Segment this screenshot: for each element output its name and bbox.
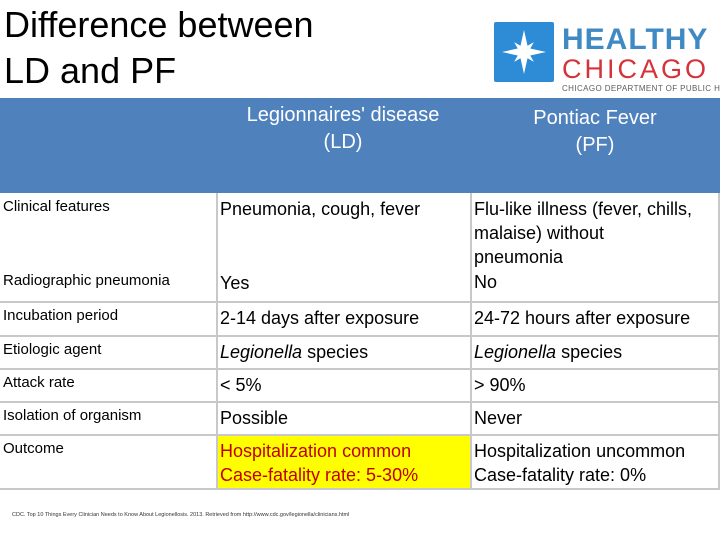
slide-title: Difference between LD and PF — [4, 2, 314, 94]
header-pf: Pontiac Fever (PF) — [470, 98, 720, 193]
logo-word-chicago: CHICAGO — [562, 54, 710, 84]
row-divider — [0, 301, 720, 303]
title-line-2: LD and PF — [4, 50, 177, 91]
ld-outcome-line-1: Hospitalization common — [220, 441, 412, 461]
row-divider — [0, 401, 720, 403]
row-label-etiologic-agent: Etiologic agent — [0, 336, 216, 369]
citation-footer: CDC. Top 10 Things Every Clinician Needs… — [12, 512, 350, 518]
title-line-1: Difference between — [4, 4, 314, 45]
row-label-radiographic-pneumonia: Radiographic pneumonia — [0, 267, 216, 300]
row-label-clinical-features: Clinical features — [0, 193, 216, 267]
column-divider — [216, 193, 218, 490]
column-divider — [718, 193, 720, 490]
row-label-attack-rate: Attack rate — [0, 369, 216, 402]
pf-clinical-line-2: malaise) without — [474, 223, 605, 243]
header-ld-line-1: Legionnaires' disease — [246, 104, 440, 126]
pf-agent-rest: species — [556, 342, 623, 362]
pf-radiographic-pneumonia: No — [470, 267, 720, 300]
ld-isolation-of-organism: Possible — [216, 402, 470, 435]
column-divider — [470, 193, 472, 490]
pf-attack-rate: > 90% — [470, 369, 720, 402]
header-ld-line-2: (LD) — [323, 131, 363, 153]
ld-outcome: Hospitalization common Case-fatality rat… — [216, 435, 470, 488]
row-label-outcome: Outcome — [0, 435, 216, 490]
pf-etiologic-agent: Legionella species — [470, 336, 720, 369]
row-divider — [0, 434, 720, 436]
row-label-isolation-of-organism: Isolation of organism — [0, 402, 216, 435]
pf-agent-genus: Legionella — [474, 342, 557, 362]
row-divider — [0, 335, 720, 337]
row-divider — [0, 368, 720, 370]
pf-outcome-line-1: Hospitalization uncommon — [474, 441, 686, 461]
ld-incubation-period: 2-14 days after exposure — [216, 302, 470, 335]
star-icon — [494, 22, 554, 82]
pf-clinical-features: Flu-like illness (fever, chills, malaise… — [470, 193, 720, 267]
ld-agent-rest: species — [302, 342, 369, 362]
pf-clinical-line-3: pneumonia — [474, 247, 564, 267]
pf-clinical-line-1: Flu-like illness (fever, chills, — [474, 199, 693, 219]
ld-radiographic-pneumonia: Yes — [216, 267, 470, 300]
header-ld: Legionnaires' disease (LD) — [216, 98, 470, 193]
header-pf-line-1: Pontiac Fever — [533, 107, 657, 129]
logo-word-healthy: HEALTHY — [562, 23, 709, 56]
ld-outcome-line-2: Case-fatality rate: 5-30% — [220, 465, 419, 485]
healthy-chicago-logo: HEALTHY CHICAGO CHICAGO DEPARTMENT OF PU… — [494, 20, 720, 96]
comparison-table: Legionnaires' disease (LD) Pontiac Fever… — [0, 98, 720, 490]
logo-subtitle: CHICAGO DEPARTMENT OF PUBLIC HEALTH — [562, 84, 720, 93]
pf-incubation-period: 24-72 hours after exposure — [470, 302, 720, 335]
ld-agent-genus: Legionella — [220, 342, 303, 362]
ld-attack-rate: < 5% — [216, 369, 470, 402]
ld-clinical-features: Pneumonia, cough, fever — [216, 193, 470, 267]
row-divider — [0, 488, 720, 490]
pf-outcome: Hospitalization uncommon Case-fatality r… — [470, 435, 720, 490]
header-blank-cell — [0, 98, 216, 193]
pf-isolation-of-organism: Never — [470, 402, 720, 435]
row-label-incubation-period: Incubation period — [0, 302, 216, 335]
header-pf-line-2: (PF) — [575, 134, 615, 156]
ld-etiologic-agent: Legionella species — [216, 336, 470, 369]
pf-outcome-line-2: Case-fatality rate: 0% — [474, 465, 647, 485]
